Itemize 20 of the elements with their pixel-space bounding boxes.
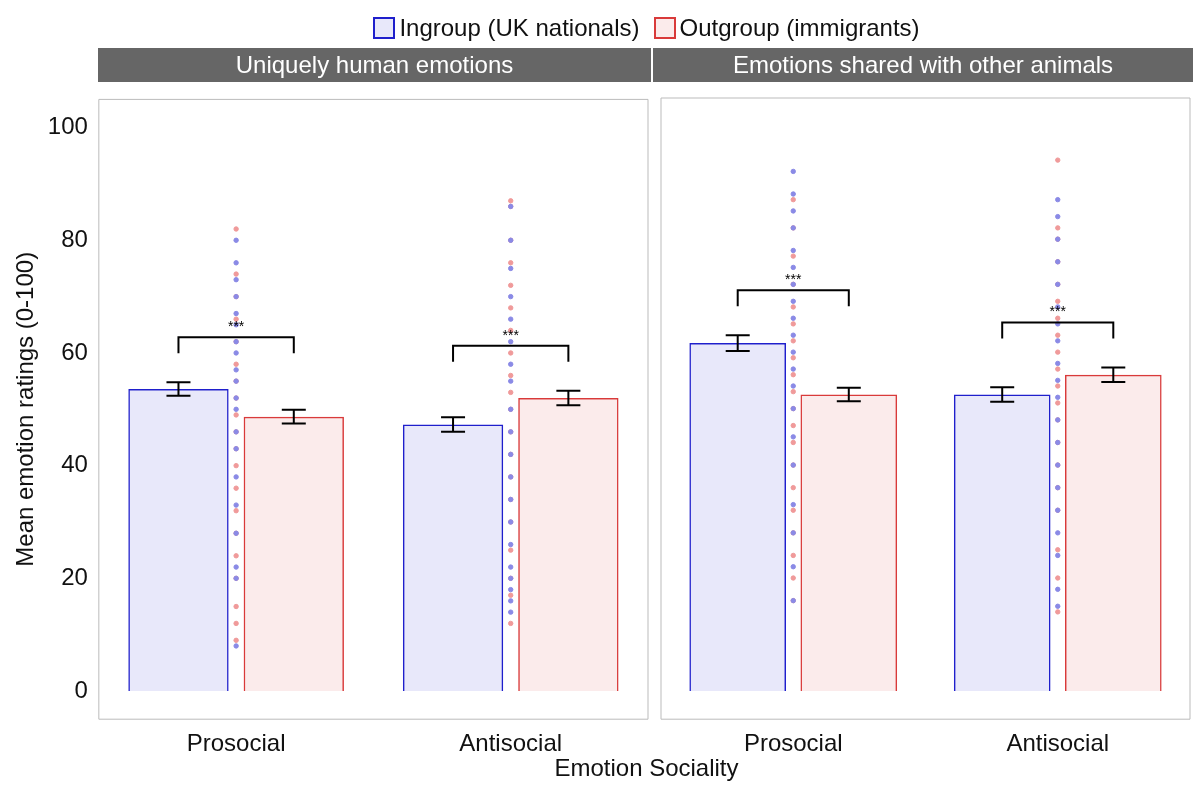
y-axis-title: Mean emotion ratings (0-100)	[11, 251, 39, 567]
x-tick-label: Prosocial	[186, 729, 286, 757]
y-tick-label: 40	[61, 450, 88, 478]
legend-label: Ingroup (UK nationals)	[399, 14, 640, 42]
y-tick-label: 80	[61, 224, 88, 252]
chart-title: Emotions shared with other animals	[653, 48, 1193, 82]
annotation: ***	[502, 326, 520, 343]
y-tick-label: 0	[74, 675, 88, 703]
x-tick-label: Prosocial	[743, 729, 843, 757]
x-tick-label: Antisocial	[459, 729, 563, 757]
y-tick-label: 100	[47, 112, 88, 140]
annotation: ***	[1049, 303, 1067, 320]
y-tick-label: 60	[61, 337, 88, 365]
y-tick-label: 20	[61, 562, 88, 590]
x-tick-label: Antisocial	[1006, 729, 1110, 757]
annotation: ***	[227, 318, 245, 335]
chart-title: Uniquely human emotions	[98, 48, 651, 82]
x-axis-title: Emotion Sociality	[554, 754, 739, 781]
annotation: ***	[785, 271, 802, 288]
legend-label: Outgroup (immigrants)	[679, 14, 920, 42]
